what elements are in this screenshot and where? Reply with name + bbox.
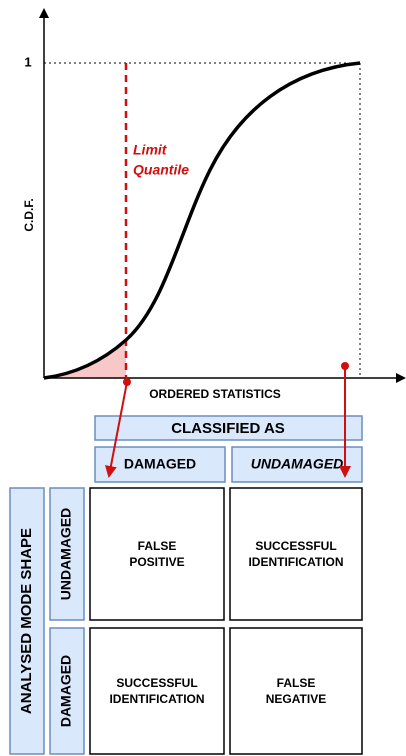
tail-area [44, 340, 126, 378]
header-box [94, 415, 363, 441]
arrow [104, 381, 128, 478]
cell [229, 627, 363, 755]
annotation: Limit [133, 142, 168, 158]
cell-text: SUCCESSFUL [116, 676, 197, 690]
cell-text: FALSE [277, 676, 316, 690]
cell-text: IDENTIFICATION [109, 692, 204, 706]
row-header-box [9, 487, 45, 755]
annotation: Quantile [133, 162, 189, 178]
y-max-label: 1 [24, 54, 31, 69]
cell [89, 487, 225, 621]
cdf-curve [43, 61, 361, 380]
x-label: ORDERED STATISTICS [149, 387, 281, 401]
row-box [49, 487, 85, 621]
cell [229, 487, 363, 621]
cell-text: SUCCESSFUL [255, 539, 336, 553]
cell [89, 627, 225, 755]
cell-text: FALSE [138, 539, 177, 553]
cell-text: IDENTIFICATION [248, 555, 343, 569]
y-label: C.D.F. [22, 198, 36, 231]
cell-text: POSITIVE [129, 555, 184, 569]
header: CLASSIFIED AS [171, 420, 285, 437]
row-label: UNDAMAGED [58, 508, 74, 601]
column-label: UNDAMAGED [251, 456, 344, 472]
column-label: DAMAGED [124, 456, 196, 472]
row-label: DAMAGED [58, 655, 74, 727]
row-header: ANALYSED MODE SHAPE [18, 528, 35, 714]
cell-text: NEGATIVE [266, 692, 326, 706]
row-box [49, 627, 85, 755]
